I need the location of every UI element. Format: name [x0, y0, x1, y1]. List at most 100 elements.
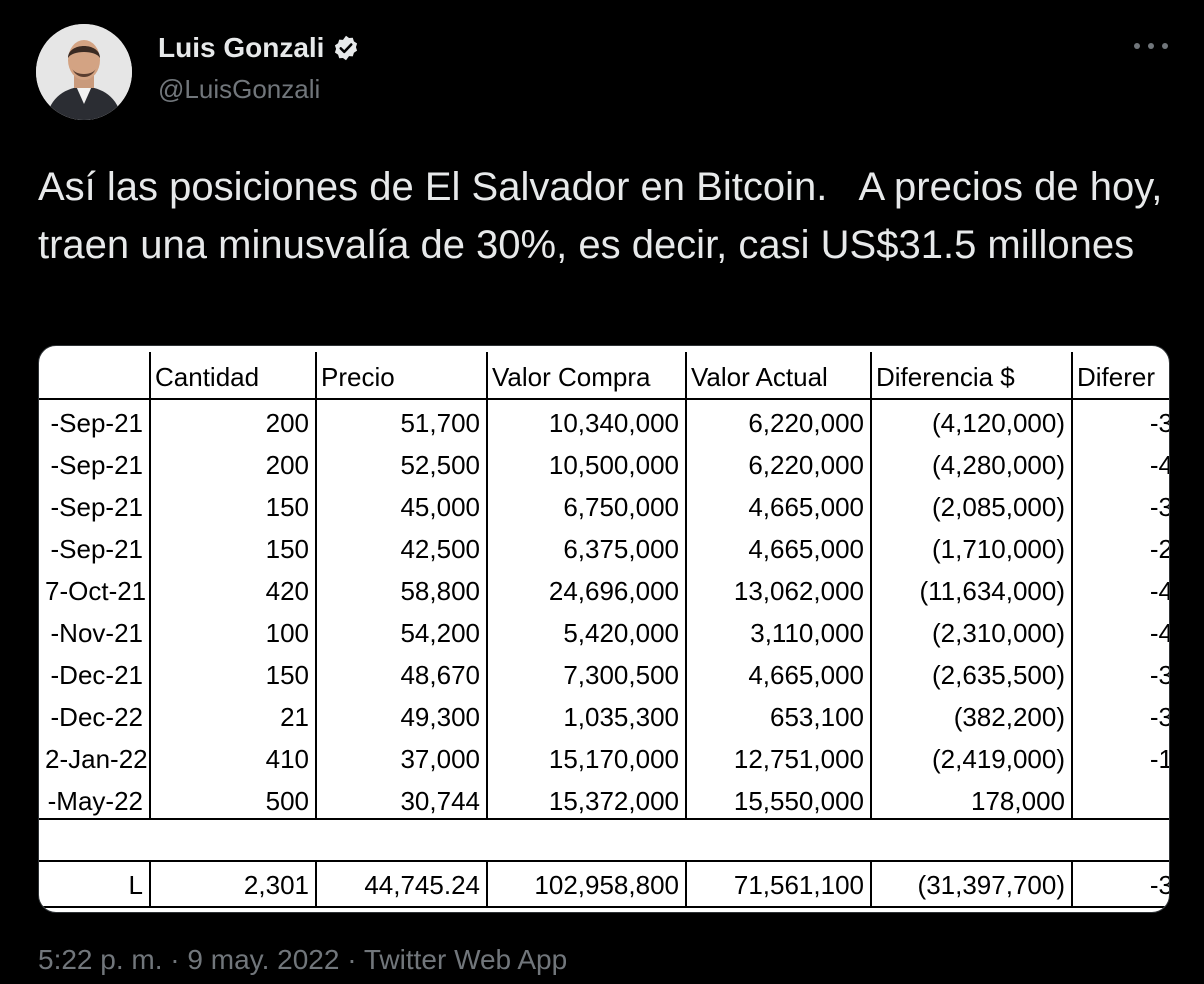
table-cell: 37,000	[400, 744, 480, 774]
table-cell: 44,745.24	[364, 870, 480, 900]
table-cell: (2,635,500)	[932, 660, 1065, 690]
table-cell: 150	[265, 492, 309, 522]
table-cell: 42,500	[400, 534, 480, 564]
table-cell: (382,200)	[953, 702, 1065, 732]
table-cell: 10,500,000	[548, 450, 679, 480]
table-cell	[151, 822, 313, 864]
column-header: Diferencia $	[876, 362, 1015, 392]
column-header: Diferer	[1077, 362, 1156, 392]
tweet-metadata: 5:22 p. m. · 9 may. 2022 · Twitter Web A…	[38, 944, 567, 976]
row-date-cell: 7-Oct-21	[45, 576, 147, 606]
column-header: Valor Compra	[492, 362, 651, 392]
tweet-source[interactable]: Twitter Web App	[363, 944, 568, 975]
grid-line	[1071, 352, 1073, 820]
table-cell: 4,665,000	[748, 660, 864, 690]
table-cell: 100	[265, 618, 309, 648]
separator: ·	[339, 944, 364, 975]
grid-line	[685, 862, 687, 908]
table-cell: 10,340,000	[548, 408, 679, 438]
table-cell: 1,035,300	[563, 702, 679, 732]
table-cell: 52,500	[400, 450, 480, 480]
grid-line	[1071, 862, 1073, 908]
tweet-date[interactable]: 9 may. 2022	[187, 944, 340, 975]
row-date-cell: -Dec-21	[50, 660, 143, 690]
more-dot	[1148, 43, 1154, 49]
table-cell: -4	[1149, 576, 1169, 606]
author-name-row[interactable]: Luis Gonzali	[158, 32, 360, 64]
grid-line	[315, 352, 317, 820]
table-cell: -4	[1149, 618, 1169, 648]
table-cell: -3	[1149, 408, 1169, 438]
tweet-text: Así las posiciones de El Salvador en Bit…	[38, 165, 1174, 267]
more-options-icon[interactable]	[1134, 34, 1168, 58]
row-date-cell: -Sep-21	[50, 450, 144, 480]
table-cell: 58,800	[400, 576, 480, 606]
table-cell	[1073, 780, 1169, 822]
table-cell: 48,670	[400, 660, 480, 690]
row-date-cell: -Sep-21	[50, 534, 144, 564]
tweet-image[interactable]: Cantidad Precio Valor Compra Valor Actual Di…	[38, 345, 1170, 913]
table-cell: -3	[1149, 660, 1169, 690]
table-cell: (2,085,000)	[932, 492, 1065, 522]
column-header: Precio	[321, 362, 395, 392]
table-cell: 30,744	[400, 786, 480, 816]
table-cell: 200	[265, 408, 309, 438]
avatar-photo	[36, 24, 132, 120]
grid-line	[870, 862, 872, 908]
table-cell: 21	[280, 702, 309, 732]
grid-line	[39, 398, 1169, 400]
table-cell	[1073, 822, 1169, 864]
grid-line	[39, 906, 1169, 908]
row-date-cell: -May-22	[47, 786, 143, 816]
table-cell	[488, 822, 683, 864]
table-cell: 51,700	[400, 408, 480, 438]
column-header	[41, 356, 149, 398]
avatar[interactable]	[36, 24, 132, 120]
table-cell: 4,665,000	[748, 534, 864, 564]
table-cell: (1,710,000)	[932, 534, 1065, 564]
table-cell: (11,634,000)	[919, 576, 1065, 606]
grid-line	[39, 818, 1169, 820]
row-date-cell: 2-Jan-22	[45, 744, 147, 774]
column-header: Valor Actual	[691, 362, 828, 392]
table-cell: (4,280,000)	[932, 450, 1065, 480]
table-cell: (31,397,700)	[917, 870, 1065, 900]
more-dot	[1162, 43, 1168, 49]
table-cell: (4,120,000)	[932, 408, 1065, 438]
table-cell: 5,420,000	[563, 618, 679, 648]
row-date-cell: -Sep-21	[50, 492, 144, 522]
table-cell: (2,419,000)	[932, 744, 1065, 774]
grid-line	[870, 352, 872, 820]
table-cell: 71,561,100	[733, 870, 864, 900]
more-dot	[1134, 43, 1140, 49]
table-cell: 24,696,000	[548, 576, 679, 606]
author-name[interactable]: Luis Gonzali	[158, 32, 325, 63]
table-cell: 102,958,800	[534, 870, 679, 900]
table-cell: 15,372,000	[548, 786, 679, 816]
grid-line	[149, 862, 151, 908]
grid-line	[315, 862, 317, 908]
table-cell: 49,300	[400, 702, 480, 732]
table-cell: 3,110,000	[750, 618, 864, 648]
table-cell: 15,550,000	[733, 786, 864, 816]
separator: ·	[162, 944, 188, 975]
table-cell: 15,170,000	[548, 744, 679, 774]
table-cell: 2,301	[243, 870, 309, 900]
table-cell: 653,100	[770, 702, 864, 732]
grid-line	[486, 352, 488, 820]
grid-line	[149, 352, 151, 820]
table-cell: -3	[1149, 702, 1169, 732]
table-cell: -1	[1149, 744, 1169, 774]
table-cell: 6,220,000	[748, 450, 864, 480]
grid-line	[39, 860, 1169, 862]
table-cell: 12,751,000	[733, 744, 864, 774]
table-cell: 150	[265, 534, 309, 564]
column-header: Cantidad	[155, 362, 260, 392]
table-cell: 45,000	[400, 492, 480, 522]
table-cell: 500	[265, 786, 309, 816]
row-date-cell: -Sep-21	[50, 408, 144, 438]
author-handle[interactable]: @LuisGonzali	[158, 74, 321, 104]
table-cell	[317, 822, 484, 864]
table-cell: 13,062,000	[733, 576, 864, 606]
tweet-time[interactable]: 5:22 p. m.	[38, 944, 163, 975]
